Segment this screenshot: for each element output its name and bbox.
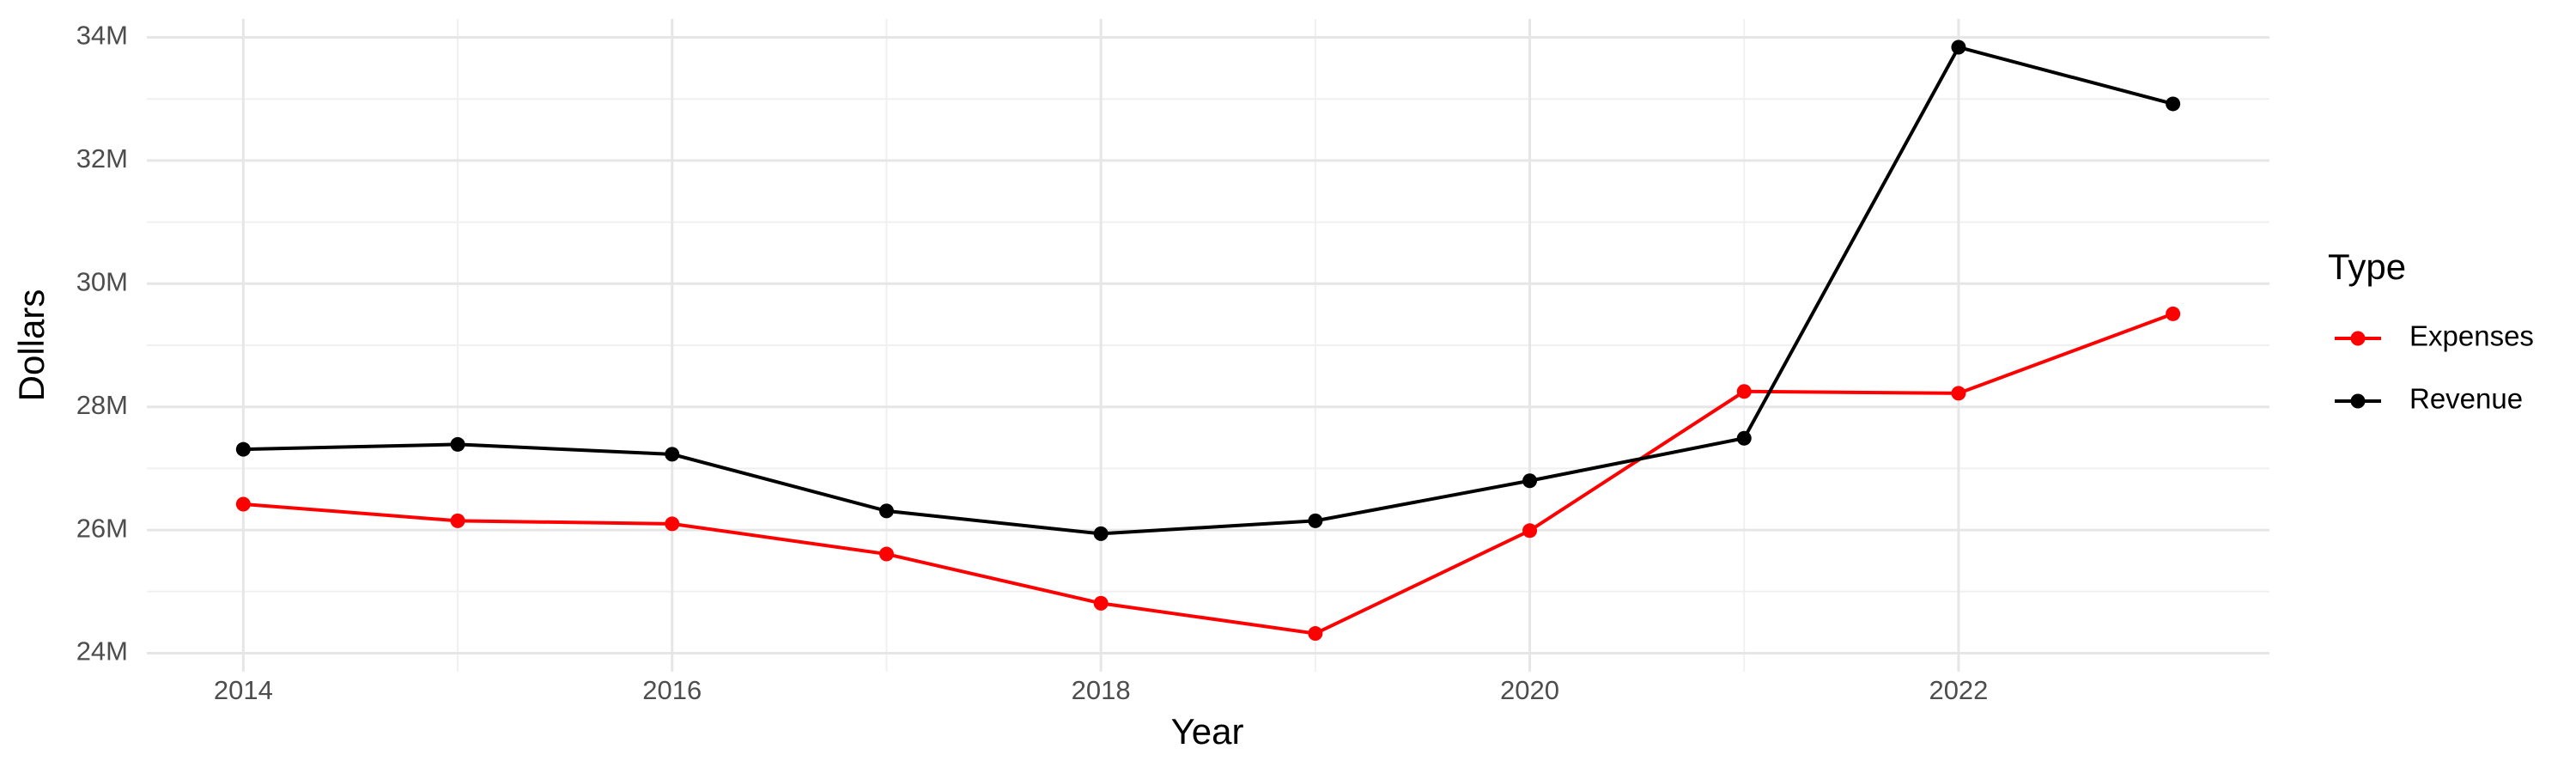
data-point bbox=[1308, 626, 1323, 642]
data-point bbox=[450, 513, 465, 528]
data-point bbox=[1093, 595, 1109, 611]
data-point bbox=[878, 546, 894, 562]
x-axis-title: Year bbox=[1171, 711, 1244, 752]
data-point bbox=[1736, 430, 1752, 446]
x-tick-label: 2016 bbox=[642, 675, 702, 705]
data-point bbox=[235, 441, 251, 457]
data-point bbox=[235, 496, 251, 512]
data-point bbox=[1522, 473, 1538, 489]
data-point bbox=[1951, 40, 1966, 55]
data-point bbox=[878, 503, 894, 519]
x-tick-label: 2014 bbox=[214, 675, 273, 705]
data-point bbox=[1522, 523, 1538, 539]
y-tick-label: 32M bbox=[76, 143, 128, 173]
y-tick-label: 28M bbox=[76, 390, 128, 420]
data-point bbox=[1736, 384, 1752, 399]
y-axis-title: Dollars bbox=[11, 289, 52, 402]
legend-key-point bbox=[2350, 393, 2366, 409]
legend-title: Type bbox=[2328, 247, 2406, 287]
x-tick-label: 2022 bbox=[1929, 675, 1988, 705]
data-point bbox=[1951, 386, 1966, 401]
data-point bbox=[450, 436, 465, 452]
data-point bbox=[1093, 526, 1109, 541]
data-point bbox=[2166, 96, 2181, 112]
series-line bbox=[243, 312, 2174, 636]
y-tick-label: 34M bbox=[76, 21, 128, 51]
y-tick-label: 30M bbox=[76, 266, 128, 296]
data-point bbox=[665, 516, 680, 532]
data-point bbox=[665, 447, 680, 462]
x-tick-label: 2018 bbox=[1072, 675, 1131, 705]
y-tick-label: 26M bbox=[76, 513, 128, 543]
legend-key-point bbox=[2350, 331, 2366, 346]
data-point bbox=[2166, 306, 2181, 321]
legend-label: Revenue bbox=[2409, 383, 2523, 415]
x-tick-label: 2020 bbox=[1500, 675, 1559, 705]
y-tick-label: 24M bbox=[76, 636, 128, 666]
data-point bbox=[1308, 513, 1323, 528]
series-line bbox=[243, 45, 2174, 536]
legend-label: Expenses bbox=[2409, 320, 2534, 352]
